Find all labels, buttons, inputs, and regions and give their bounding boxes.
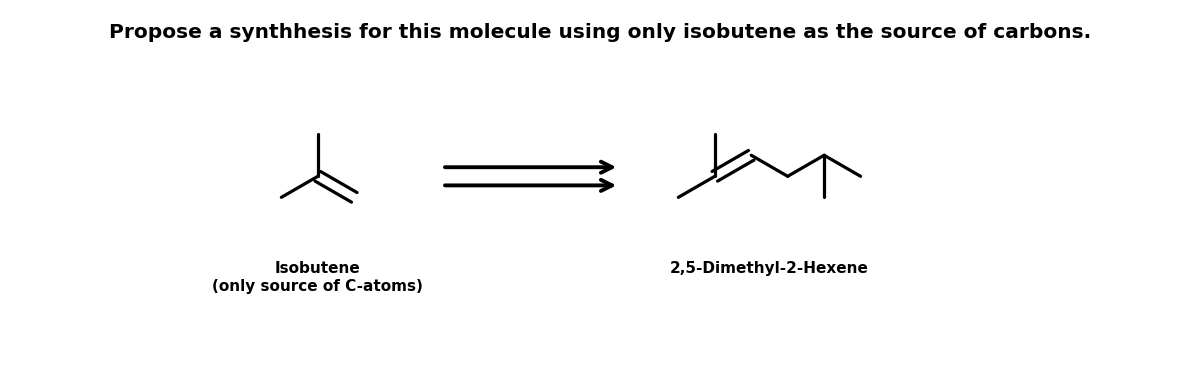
Text: 2,5-Dimethyl-2-Hexene: 2,5-Dimethyl-2-Hexene	[670, 261, 869, 276]
Text: Propose a synthhesis for this molecule using only isobutene as the source of car: Propose a synthhesis for this molecule u…	[109, 23, 1091, 42]
Text: Isobutene
(only source of C-atoms): Isobutene (only source of C-atoms)	[212, 261, 424, 294]
